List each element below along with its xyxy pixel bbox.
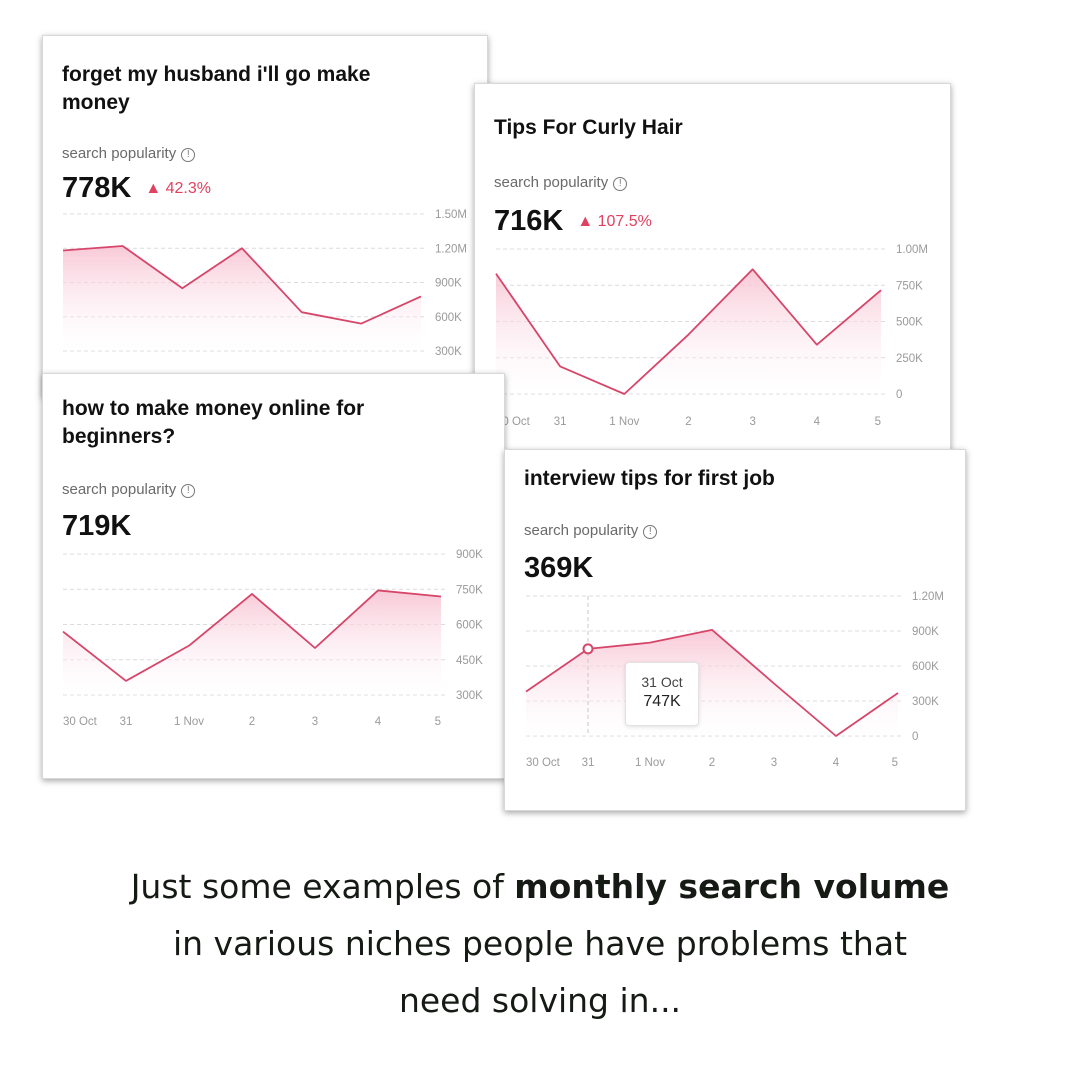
y-tick-label: 750K [896, 280, 923, 292]
y-tick-label: 1.50M [435, 209, 467, 221]
value-text: 719K [62, 510, 132, 542]
y-tick-label: 1.00M [896, 244, 928, 256]
caption-text-2: in various niches people have problems t… [172, 924, 908, 1020]
metric-label: search popularity! [494, 174, 628, 192]
value-text: 778K [62, 172, 132, 204]
y-tick-label: 300K [435, 346, 462, 358]
x-tick-label: 30 Oct [526, 757, 561, 769]
x-tick-label: 31 [120, 716, 133, 728]
y-tick-label: 300K [456, 690, 483, 702]
y-tick-label: 500K [896, 317, 923, 329]
tooltip-value: 747K [643, 693, 681, 710]
change-text: 42.3% [165, 180, 211, 197]
change-text: 107.5% [597, 213, 652, 230]
trend-card-curly-hair: 1.00M 750K 500K 250K 0 30 Oct 31 1 Nov 2 3 4 5 Tips… [474, 83, 951, 450]
x-tick-label: 30 Oct [63, 716, 98, 728]
triangle-up-icon: ▲ [577, 213, 598, 230]
chart-tooltip: 31 Oct 747K [625, 662, 699, 726]
y-tick-label: 0 [896, 389, 902, 401]
metric-label: search popularity! [524, 522, 658, 540]
value-text: 369K [524, 552, 594, 584]
x-tick-label: 2 [249, 716, 255, 728]
x-tick-label: 4 [833, 757, 840, 769]
change-badge: ▲ 107.5% [577, 213, 652, 230]
card-title: interview tips for first job [524, 467, 775, 490]
card-title: how to make money online for beginners? [62, 397, 365, 448]
y-tick-label: 250K [896, 353, 923, 365]
info-circle-icon[interactable]: ! [613, 177, 628, 191]
card-title: forget my husband i'll go make money [62, 63, 371, 114]
y-tick-label: 900K [456, 549, 483, 561]
triangle-up-icon: ▲ [145, 180, 166, 197]
caption-text: Just some examples of [130, 867, 515, 906]
data-point[interactable] [582, 643, 594, 655]
x-tick-label: 3 [749, 416, 755, 428]
metric-value: 369K [524, 551, 593, 585]
metric-value: 719K [62, 509, 131, 543]
x-tick-label: 5 [892, 757, 898, 769]
y-tick-label: 1.20M [912, 591, 944, 603]
y-tick-label: 750K [456, 584, 483, 596]
x-tick-label: 2 [709, 757, 715, 769]
y-tick-label: 300K [912, 696, 939, 708]
x-tick-label: 31 [554, 416, 567, 428]
x-tick-label: 4 [375, 716, 382, 728]
trend-card-forget-my-husband: 1.50M 1.20M 900K 600K 300K forget my husband… [42, 35, 488, 397]
trend-card-make-money-online: 900K 750K 600K 450K 300K 30 Oct 31 1 Nov 2 3 4 5 ho… [42, 373, 505, 779]
y-tick-label: 900K [912, 626, 939, 638]
y-tick-label: 0 [912, 731, 918, 743]
metric-label-text: search popularity [524, 522, 639, 539]
x-tick-label: 4 [814, 416, 821, 428]
area-fill [63, 245, 421, 351]
card-title: Tips For Curly Hair [494, 116, 683, 139]
x-tick-label: 5 [875, 416, 881, 428]
x-tick-label: 31 [582, 757, 595, 769]
x-tick-label: 3 [312, 716, 318, 728]
value-text: 716K [494, 205, 564, 237]
x-tick-label: 1 Nov [174, 716, 204, 728]
trend-chart: 900K 750K 600K 450K 300K 30 Oct 31 1 Nov 2 3 4 5 [62, 549, 483, 728]
metric-label: search popularity! [62, 145, 196, 163]
metric-label-text: search popularity [62, 481, 177, 498]
area-fill [63, 590, 441, 695]
caption: Just some examples of monthly search vol… [0, 858, 1080, 1029]
tooltip-date: 31 Oct [641, 674, 683, 690]
x-tick-label: 5 [435, 716, 441, 728]
y-tick-label: 450K [456, 655, 483, 667]
x-tick-label: 1 Nov [609, 416, 639, 428]
y-tick-label: 600K [456, 620, 483, 632]
metric-label: search popularity! [62, 481, 196, 499]
area-fill [526, 629, 898, 736]
trend-card-interview-tips: 1.20M 900K 600K 300K 0 30 Oct 31 1 Nov 2 3 4 5 inte… [504, 449, 966, 811]
metric-label-text: search popularity [494, 174, 609, 191]
x-tick-label: 2 [685, 416, 691, 428]
area-fill [496, 269, 881, 394]
info-circle-icon[interactable]: ! [643, 525, 658, 539]
y-tick-label: 900K [435, 278, 462, 290]
caption-bold: monthly search volume [514, 867, 950, 906]
y-tick-label: 600K [912, 661, 939, 673]
info-circle-icon[interactable]: ! [181, 484, 196, 498]
y-tick-label: 600K [435, 312, 462, 324]
info-circle-icon[interactable]: ! [181, 148, 196, 162]
trend-chart: 1.20M 900K 600K 300K 0 30 Oct 31 1 Nov 2 3 4 5 [525, 591, 944, 769]
x-tick-label: 3 [771, 757, 777, 769]
metric-label-text: search popularity [62, 145, 177, 162]
metric-value: 778K ▲ 42.3% [62, 171, 211, 206]
change-badge: ▲ 42.3% [145, 180, 211, 197]
y-tick-label: 1.20M [435, 243, 467, 255]
x-tick-label: 1 Nov [635, 757, 665, 769]
metric-value: 716K ▲ 107.5% [494, 204, 652, 239]
trend-chart: 1.50M 1.20M 900K 600K 300K [62, 209, 467, 358]
